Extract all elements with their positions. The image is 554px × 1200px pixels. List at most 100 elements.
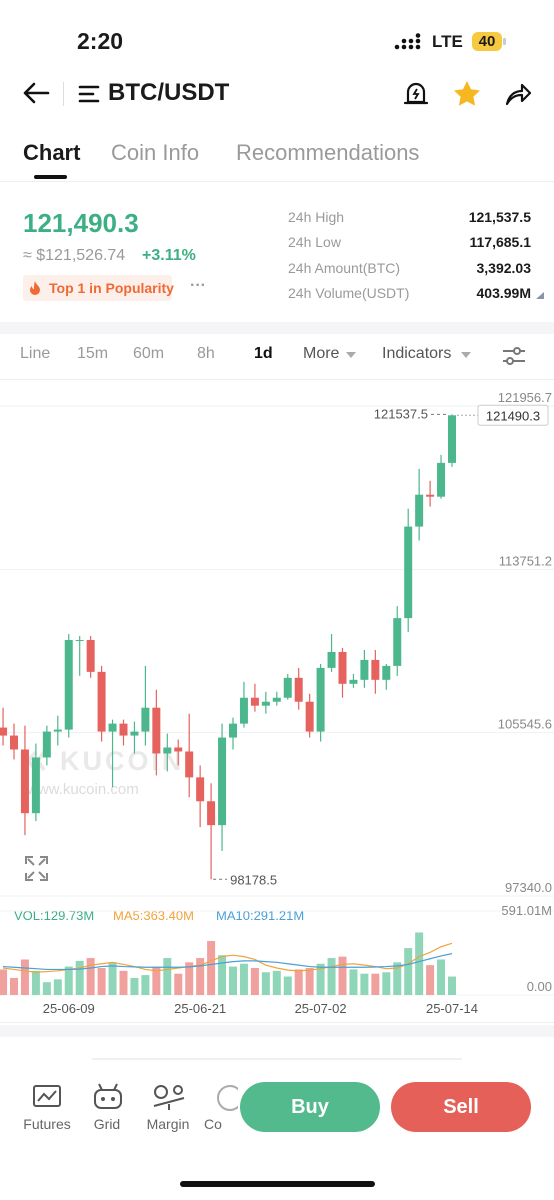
dropdown-caret — [461, 352, 471, 358]
volume-bar — [371, 973, 380, 995]
candle-body — [261, 701, 270, 706]
interval-tab[interactable]: 15m — [77, 345, 109, 362]
candle-body — [31, 757, 40, 814]
volume-bar — [229, 966, 237, 995]
candle-body — [152, 707, 161, 754]
buy-button[interactable]: Buy — [240, 1082, 380, 1132]
x-tick-label: 25-06-21 — [174, 1001, 226, 1016]
volume-bar — [10, 977, 18, 995]
favorite-star[interactable] — [453, 80, 481, 107]
volume-bar — [250, 967, 259, 995]
volume-bar — [141, 975, 150, 995]
candle-body — [86, 640, 95, 672]
stat-value: 3,392.03 — [476, 260, 532, 276]
watermark-url: www.kucoin.com — [26, 781, 139, 798]
candle-body — [404, 526, 413, 619]
candle-body — [415, 494, 424, 527]
status-time: 2:20 — [77, 28, 124, 54]
candle-body — [448, 415, 456, 463]
candle-body — [97, 671, 106, 732]
tab[interactable]: Recommendations — [236, 140, 420, 165]
home-indicator — [180, 1181, 375, 1187]
candle-body — [130, 731, 139, 736]
volume-bar — [448, 976, 456, 995]
volume-bar — [130, 977, 139, 995]
interval-tab[interactable]: Line — [20, 345, 51, 362]
tab[interactable]: Chart — [23, 140, 81, 165]
candle-body — [53, 729, 62, 732]
candle-body — [382, 665, 391, 680]
volume-bar — [283, 976, 292, 995]
tool-label[interactable]: Futures — [23, 1116, 71, 1132]
candle-body — [360, 659, 369, 680]
tab[interactable]: Coin Info — [111, 140, 200, 165]
pair-title[interactable]: BTC/USDT — [108, 79, 230, 106]
candle-body — [272, 697, 281, 702]
volume-bar — [20, 959, 29, 995]
interval-tab[interactable]: 8h — [197, 345, 215, 362]
menu-icon[interactable] — [78, 84, 100, 104]
candle-body — [75, 640, 84, 642]
volume-bar — [119, 970, 128, 995]
tab-indicator — [34, 175, 67, 179]
candle-body — [426, 494, 435, 497]
tool-label[interactable]: Co — [204, 1116, 222, 1132]
settings-icon[interactable] — [502, 345, 526, 367]
sell-button[interactable]: Sell — [391, 1082, 531, 1132]
interval-tab[interactable]: 60m — [133, 345, 165, 362]
share-icon[interactable] — [504, 80, 532, 106]
more-button[interactable]: ··· — [190, 277, 206, 294]
volume-bar — [64, 966, 73, 995]
candle-body — [10, 735, 18, 750]
volume-bar — [382, 972, 391, 995]
candle-body — [174, 747, 183, 752]
interval-tab[interactable]: 1d — [254, 345, 273, 362]
volume-bar — [0, 969, 8, 995]
candle-body — [163, 747, 172, 754]
candle-body — [141, 707, 150, 732]
candle-body — [42, 731, 51, 758]
last-price: 121,490.3 — [23, 208, 139, 238]
header-divider — [63, 82, 64, 106]
volume-bar — [437, 959, 446, 995]
volume-bar — [53, 979, 62, 995]
fullscreen-icon[interactable] — [25, 856, 48, 881]
badge-text: Top 1 in Popularity — [49, 280, 174, 296]
volume-bar — [97, 967, 106, 995]
volume-bar — [426, 965, 435, 995]
last-price-tag — [477, 404, 549, 426]
grid-icon[interactable] — [92, 1082, 124, 1112]
volume-legend: VOL:129.73M — [14, 908, 94, 923]
stat-value: 403.99M — [476, 285, 531, 301]
candle-body — [316, 667, 325, 732]
stat-value: 121,537.5 — [468, 209, 531, 225]
volume-bar — [218, 955, 227, 995]
tool-label[interactable]: Grid — [93, 1116, 121, 1132]
candle-body — [239, 697, 248, 724]
stat-label: 24h Amount(BTC) — [288, 260, 401, 276]
more-dropdown[interactable]: More — [303, 345, 340, 362]
alert-icon[interactable] — [403, 80, 429, 108]
candle-body — [196, 777, 205, 802]
margin-icon[interactable] — [152, 1084, 186, 1112]
back-button[interactable] — [22, 80, 50, 106]
futures-icon[interactable] — [32, 1084, 64, 1112]
volume-bar — [174, 973, 183, 995]
last-price-label: 121490.3 — [486, 408, 540, 423]
tab-divider — [0, 181, 554, 182]
indicators-dropdown[interactable]: Indicators — [382, 345, 452, 362]
candle-body — [294, 677, 303, 702]
volume-bar — [349, 969, 358, 995]
volume-bar — [360, 973, 369, 995]
volume-bar — [152, 966, 161, 995]
volume-bar — [415, 932, 424, 995]
flame-icon — [30, 281, 40, 295]
convert-icon[interactable] — [208, 1084, 238, 1112]
candle-body — [185, 751, 194, 778]
watermark-logo: KUCOIN — [60, 746, 185, 776]
volume-bar — [196, 958, 205, 995]
candle-body — [371, 659, 380, 680]
candle-body — [338, 651, 347, 684]
tool-label[interactable]: Margin — [146, 1116, 190, 1132]
